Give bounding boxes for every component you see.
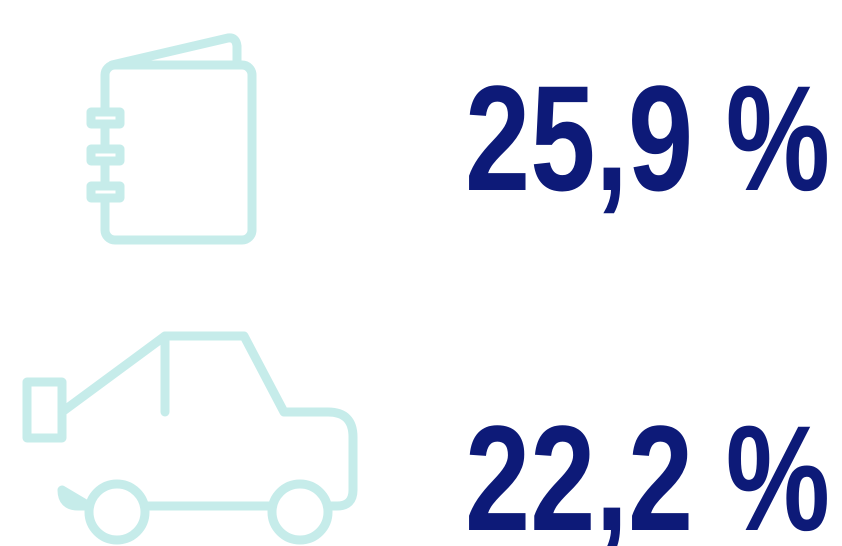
car-icon [22,331,358,545]
percentage: 25,9 % [465,54,830,222]
notebook-icon [86,33,257,245]
percentage: 22,2 % [465,394,830,546]
